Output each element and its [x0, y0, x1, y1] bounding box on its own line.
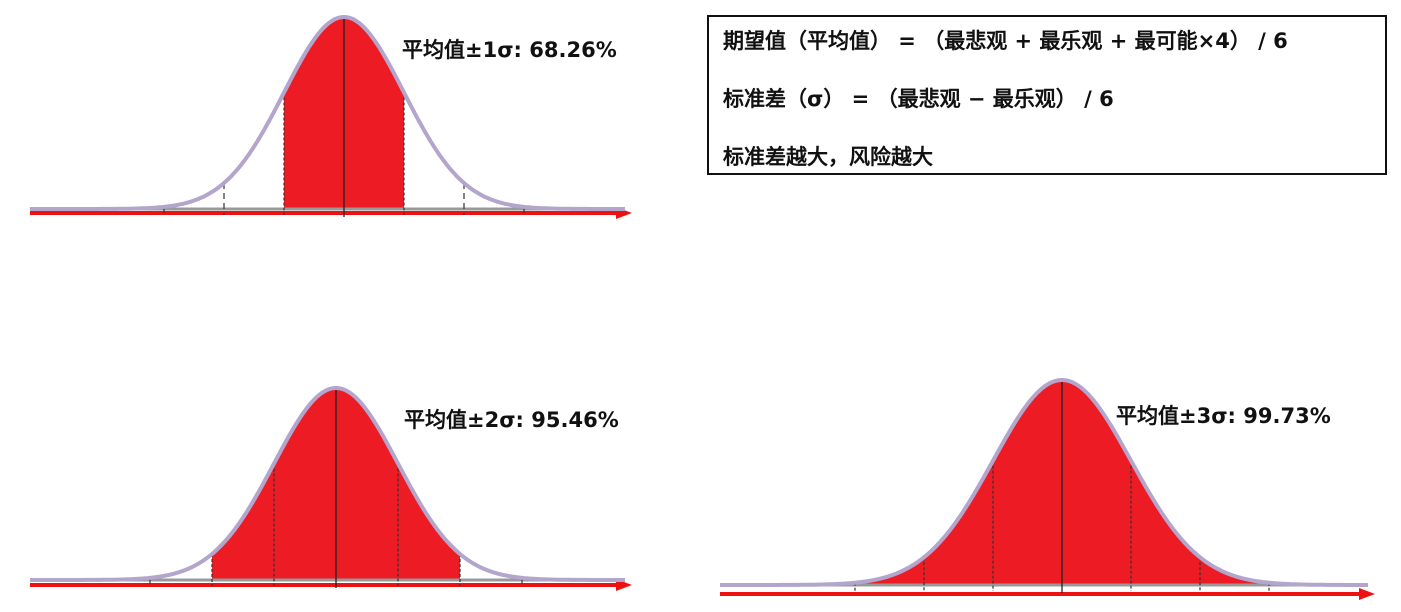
- one-sigma-label: 平均值±1σ: 68.26%: [402, 38, 617, 62]
- risk-note: 标准差越大，风险越大: [723, 145, 933, 169]
- three-sigma-axis-arrow: [1359, 588, 1375, 600]
- curve-svg-three-sigma: [719, 378, 1375, 600]
- three-sigma-label: 平均值±3σ: 99.73%: [1116, 404, 1331, 428]
- standard-deviation-formula: 标准差（σ） = （最悲观 − 最乐观） / 6: [723, 87, 1114, 111]
- normal-curve-three-sigma: [700, 366, 1390, 606]
- two-sigma-curve: [29, 386, 626, 582]
- three-sigma-curve: [719, 378, 1369, 587]
- normal-curve-two-sigma: [0, 370, 650, 600]
- expected-value-formula: 期望值（平均值） = （最悲观 + 最乐观 + 最可能×4） / 6: [723, 29, 1288, 53]
- curve-svg-two-sigma: [29, 386, 632, 591]
- formula-box: 期望值（平均值） = （最悲观 + 最乐观 + 最可能×4） / 6 标准差（σ…: [707, 15, 1387, 175]
- one-sigma-curve: [29, 15, 626, 211]
- two-sigma-label: 平均值±2σ: 95.46%: [404, 408, 619, 432]
- curve-svg-one-sigma: [29, 15, 632, 219]
- normal-curve-one-sigma: [0, 0, 650, 230]
